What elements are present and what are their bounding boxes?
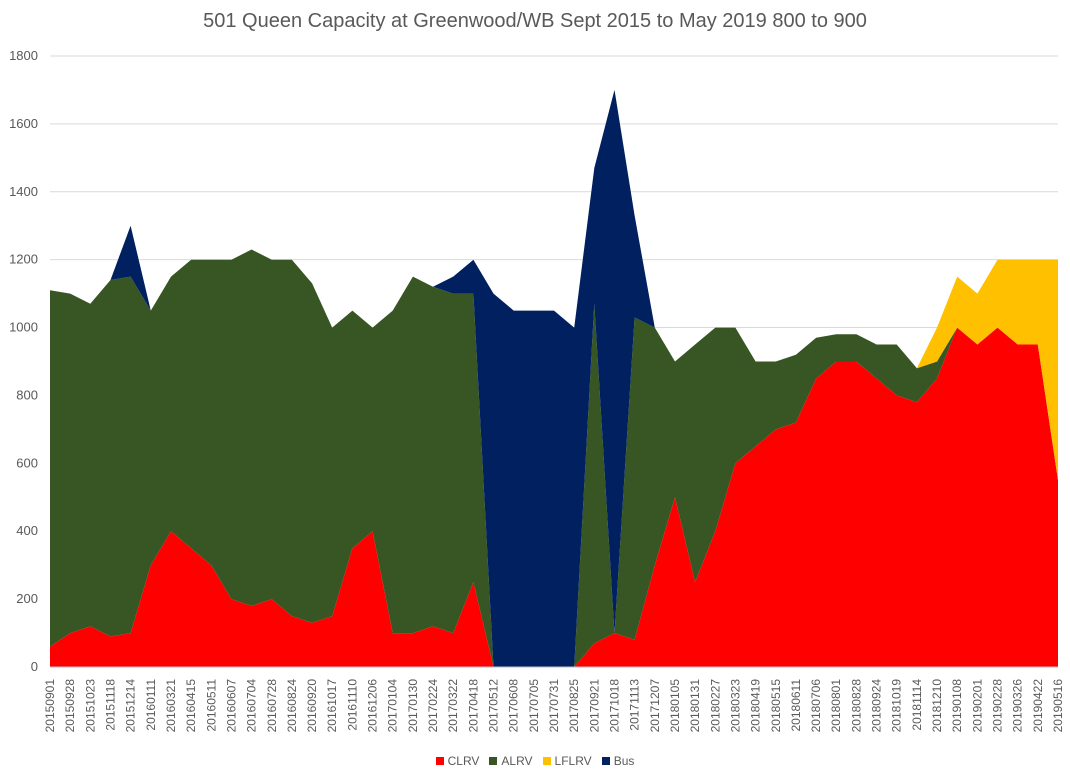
x-tick-label: 20170322 bbox=[446, 679, 460, 733]
x-tick-label: 20170705 bbox=[527, 679, 541, 733]
x-tick-label: 20161206 bbox=[366, 679, 380, 733]
y-tick-label: 0 bbox=[31, 659, 38, 674]
x-tick-label: 20171018 bbox=[608, 679, 622, 733]
legend-swatch bbox=[489, 756, 498, 765]
legend-label: CLRV bbox=[447, 753, 480, 768]
x-tick-label: 20180227 bbox=[708, 679, 722, 733]
x-tick-label: 20180105 bbox=[668, 679, 682, 733]
x-tick-label: 20180515 bbox=[769, 679, 783, 733]
legend-item-bus: Bus bbox=[601, 753, 635, 768]
x-tick-label: 20161110 bbox=[345, 679, 359, 731]
series-area-lflrv bbox=[50, 249, 1058, 667]
y-tick-label: 1600 bbox=[9, 116, 38, 131]
x-tick-label: 20171207 bbox=[648, 679, 662, 733]
x-tick-label: 20170731 bbox=[547, 679, 561, 733]
x-tick-label: 20190326 bbox=[1011, 679, 1025, 733]
x-tick-label: 20160607 bbox=[224, 679, 238, 733]
x-tick-label: 20161017 bbox=[325, 679, 339, 733]
y-tick-label: 1000 bbox=[9, 320, 38, 335]
x-tick-label: 20160111 bbox=[144, 679, 158, 731]
y-tick-label: 1800 bbox=[9, 48, 38, 63]
x-tick-label: 20180323 bbox=[728, 679, 742, 733]
x-tick-label: 20170512 bbox=[487, 679, 501, 733]
x-tick-label: 20190201 bbox=[970, 679, 984, 733]
legend-label: LFLRV bbox=[554, 753, 592, 768]
y-tick-label: 800 bbox=[16, 387, 38, 402]
legend-item-alrv: ALRV bbox=[489, 753, 533, 768]
x-tick-label: 20181019 bbox=[890, 679, 904, 733]
series-area-clrv bbox=[50, 327, 1058, 667]
x-tick-label: 20180131 bbox=[688, 679, 702, 733]
x-tick-label: 20181114 bbox=[910, 679, 924, 731]
y-tick-label: 400 bbox=[16, 523, 38, 538]
x-tick-label: 20171113 bbox=[628, 679, 642, 731]
y-tick-label: 1200 bbox=[9, 252, 38, 267]
x-tick-label: 20181210 bbox=[930, 679, 944, 733]
x-tick-label: 20151118 bbox=[104, 679, 118, 731]
x-tick-label: 20170418 bbox=[466, 679, 480, 733]
legend-label: Bus bbox=[613, 753, 635, 768]
series-area-alrv bbox=[50, 249, 1058, 667]
x-tick-label: 20180828 bbox=[849, 679, 863, 733]
axes: 0 200 400 600 800 1000 1200 1400 1600 1800 2015090… bbox=[9, 48, 1065, 732]
x-tick-label: 20180924 bbox=[870, 679, 884, 733]
legend: CLRV ALRV LFLRV Bus bbox=[0, 753, 1070, 768]
x-tick-label: 20150901 bbox=[43, 679, 57, 733]
x-tick-label: 20160415 bbox=[184, 679, 198, 733]
x-tick-label: 20160728 bbox=[265, 679, 279, 733]
x-tick-label: 20160704 bbox=[245, 679, 259, 733]
chart-title: 501 Queen Capacity at Greenwood/WB Sept … bbox=[203, 10, 867, 32]
legend-swatch bbox=[601, 756, 610, 765]
x-tick-label: 20180706 bbox=[809, 679, 823, 733]
y-tick-label: 600 bbox=[16, 455, 38, 470]
legend-label: ALRV bbox=[501, 753, 533, 768]
x-tick-label: 20150928 bbox=[63, 679, 77, 733]
x-tick-label: 20170104 bbox=[386, 679, 400, 733]
legend-item-clrv: CLRV bbox=[435, 753, 480, 768]
legend-swatch bbox=[435, 756, 444, 765]
x-tick-label: 20190422 bbox=[1031, 679, 1045, 733]
series-areas bbox=[50, 89, 1058, 667]
x-tick-label: 20160321 bbox=[164, 679, 178, 733]
y-tick-label: 1400 bbox=[9, 184, 38, 199]
series-area-bus bbox=[50, 89, 1058, 667]
x-tick-label: 20160511 bbox=[204, 679, 218, 732]
x-tick-label: 20180419 bbox=[749, 679, 763, 733]
x-tick-label: 20170224 bbox=[426, 679, 440, 733]
x-tick-label: 20170130 bbox=[406, 679, 420, 733]
x-tick-label: 20160920 bbox=[305, 679, 319, 733]
x-tick-label: 20170608 bbox=[507, 679, 521, 733]
x-tick-label: 20151023 bbox=[83, 679, 97, 733]
y-tick-label: 200 bbox=[16, 591, 38, 606]
x-tick-label: 20190516 bbox=[1051, 679, 1065, 733]
x-tick-label: 20190228 bbox=[991, 679, 1005, 733]
x-tick-label: 20190108 bbox=[950, 679, 964, 733]
x-tick-label: 20170921 bbox=[587, 679, 601, 733]
legend-swatch bbox=[542, 756, 551, 765]
x-tick-label: 20151214 bbox=[124, 679, 138, 733]
x-tick-label: 20160824 bbox=[285, 679, 299, 733]
x-tick-label: 20180611 bbox=[789, 679, 803, 732]
x-tick-label: 20180801 bbox=[829, 679, 843, 733]
legend-item-lflrv: LFLRV bbox=[542, 753, 592, 768]
x-tick-label: 20170825 bbox=[567, 679, 581, 733]
